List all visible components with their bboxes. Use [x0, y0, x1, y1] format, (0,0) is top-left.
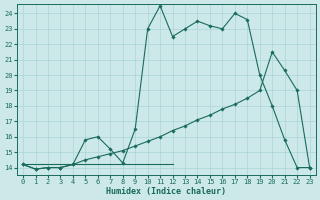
X-axis label: Humidex (Indice chaleur): Humidex (Indice chaleur)	[106, 187, 226, 196]
